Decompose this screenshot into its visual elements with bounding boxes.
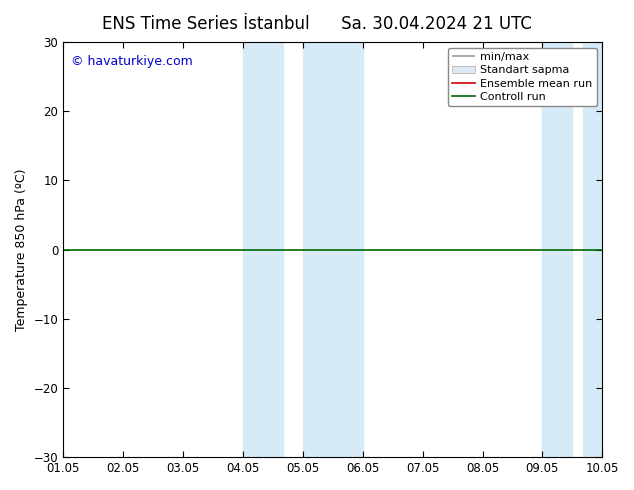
Bar	[543, 42, 573, 457]
Bar	[583, 42, 602, 457]
Legend: min/max, Standart sapma, Ensemble mean run, Controll run: min/max, Standart sapma, Ensemble mean r…	[448, 48, 597, 106]
Text: ENS Time Series İstanbul      Sa. 30.04.2024 21 UTC: ENS Time Series İstanbul Sa. 30.04.2024 …	[102, 15, 532, 33]
Bar	[243, 42, 283, 457]
Text: © havaturkiye.com: © havaturkiye.com	[71, 54, 193, 68]
Bar	[303, 42, 363, 457]
Y-axis label: Temperature 850 hPa (ºC): Temperature 850 hPa (ºC)	[15, 169, 28, 331]
